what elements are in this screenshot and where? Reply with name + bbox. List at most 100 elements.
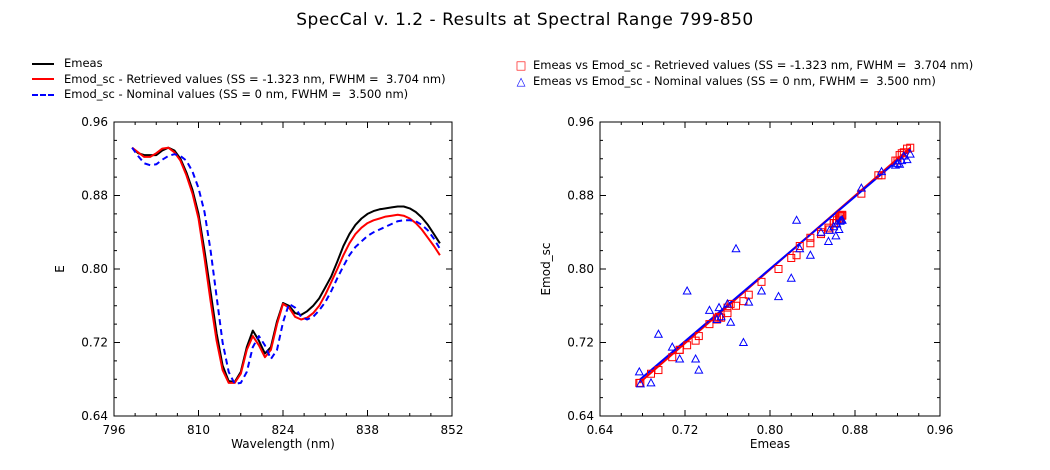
scatter-point-retrieved [895,151,904,160]
scatter-chart-x-tick-label: 0.88 [842,423,869,437]
scatter-point-nominal [837,215,847,224]
scatter-point-retrieved [792,251,801,260]
scatter-point-nominal [795,243,805,253]
scatter-point-nominal [831,230,841,240]
scatter-point-nominal [756,286,767,295]
line-chart-frame [113,121,453,417]
series-line-retrieved [131,146,441,384]
scatter-point-nominal [714,302,724,312]
scatter-point-nominal [876,166,887,176]
square-marker-icon: □ [515,58,527,72]
left-legend: Emeas Emod_sc - Retrieved values (SS = -… [32,56,446,103]
scatter-point-nominal [791,215,802,224]
line-chart-x-tick-label: 824 [272,423,295,437]
scatter-point-retrieved [806,239,815,248]
scatter-point-retrieved [787,253,796,262]
scatter-point-retrieved [857,189,866,198]
scatter-point-nominal [694,365,704,374]
scatter-point-nominal [716,311,726,321]
scatter-chart-x-tick-label: 0.64 [587,423,614,437]
line-chart-y-axis-label: E [53,265,67,273]
scatter-point-retrieved [683,341,692,350]
scatter-chart-y-tick-label: 0.80 [567,262,594,276]
legend-item-retrieved: Emod_sc - Retrieved values (SS = -1.323 … [32,72,446,88]
line-chart-y-tick-label: 0.88 [81,189,108,203]
fit-line-nominal [638,148,911,381]
scatter-point-nominal [722,298,733,308]
scatter-point-nominal [731,243,741,253]
scatter-point-retrieved [723,309,732,318]
scatter-chart-y-axis-label: Emod_sc [539,242,553,295]
scatter-point-retrieved [654,366,663,375]
scatter-point-retrieved [705,320,714,329]
scatter-chart-y-tick-label: 0.72 [567,336,594,350]
scatter-chart-y-tick-label: 0.96 [567,115,594,129]
scatter-point-nominal [856,183,867,192]
scatter-point-nominal [682,286,692,295]
scatter-point-nominal [634,366,644,376]
legend-label: Emeas vs Emod_sc - Nominal values (SS = … [533,73,936,88]
scatter-point-nominal [834,224,844,233]
scatter-point-retrieved [668,353,677,362]
line-chart-y-tick-label: 0.72 [81,336,108,350]
line-chart-x-tick-label: 810 [187,423,210,437]
scatter-point-retrieved [906,143,915,152]
legend-swatch [32,62,54,65]
line-chart-y-tick-label: 0.80 [81,262,108,276]
scatter-point-nominal [738,337,749,346]
scatter-point-nominal [712,314,722,324]
scatter-point-nominal [646,377,656,387]
scatter-point-nominal [704,305,715,314]
scatter-point-retrieved [757,277,766,286]
legend-swatch [32,78,54,81]
scatter-point-retrieved [694,332,703,341]
scatter-point-nominal [675,353,685,363]
scatter-point-nominal [823,236,834,245]
legend-swatch [32,93,54,96]
scatter-chart-x-tick-label: 0.80 [757,423,784,437]
line-chart-y-tick-label: 0.96 [81,115,108,129]
scatter-point-retrieved [817,230,825,239]
scatter-point-nominal [667,342,677,351]
scatter-point-retrieved [806,233,815,242]
legend-item-nominal: Emod_sc - Nominal values (SS = 0 nm, FWH… [32,87,446,103]
line-chart-x-tick-label: 796 [103,423,126,437]
scatter-point-nominal [690,353,701,363]
series-line-emeas [131,146,441,383]
scatter-point-nominal [829,221,839,231]
page-title: SpecCal v. 1.2 - Results at Spectral Ran… [296,10,754,30]
scatter-point-nominal [816,227,826,236]
scatter-point-retrieved [732,301,740,310]
scatter-point-nominal [726,317,736,326]
scatter-chart-x-axis-label: Emeas [750,437,790,451]
legend-label: Emod_sc - Retrieved values (SS = -1.323 … [64,71,446,86]
scatter-chart-y-tick-label: 0.64 [567,409,594,423]
scatter-point-retrieved [877,171,886,180]
scatter-point-nominal [786,273,796,282]
legend-label: Emeas [64,56,103,70]
scatter-point-nominal [653,329,664,338]
legend-item-retrieved-scatter: □ Emeas vs Emod_sc - Retrieved values (S… [515,58,974,74]
legend-item-nominal-scatter: △ Emeas vs Emod_sc - Nominal values (SS … [515,74,973,90]
line-chart-y-tick-label: 0.64 [81,409,108,423]
scatter-point-nominal [897,155,907,165]
scatter-point-nominal [905,149,915,158]
line-chart-x-tick-label: 852 [441,423,464,437]
legend-item-emeas: Emeas [32,56,446,72]
line-chart-x-tick-label: 838 [356,423,379,437]
right-legend: □ Emeas vs Emod_sc - Retrieved values (S… [515,58,974,90]
legend-label: Emod_sc - Nominal values (SS = 0 nm, FWH… [64,87,409,101]
series-line-nominal [131,147,441,385]
scatter-point-retrieved [712,313,721,322]
scatter-point-nominal [635,378,646,388]
scatter-point-retrieved [795,242,804,251]
triangle-marker-icon: △ [516,73,526,88]
scatter-point-nominal [744,297,754,306]
scatter-point-retrieved [774,265,783,273]
scatter-point-nominal [899,150,909,160]
line-chart-x-axis-label: Wavelength (nm) [231,437,335,451]
scatter-point-nominal [902,154,912,164]
scatter-point-nominal [892,158,903,167]
scatter-chart-y-tick-label: 0.88 [567,189,594,203]
